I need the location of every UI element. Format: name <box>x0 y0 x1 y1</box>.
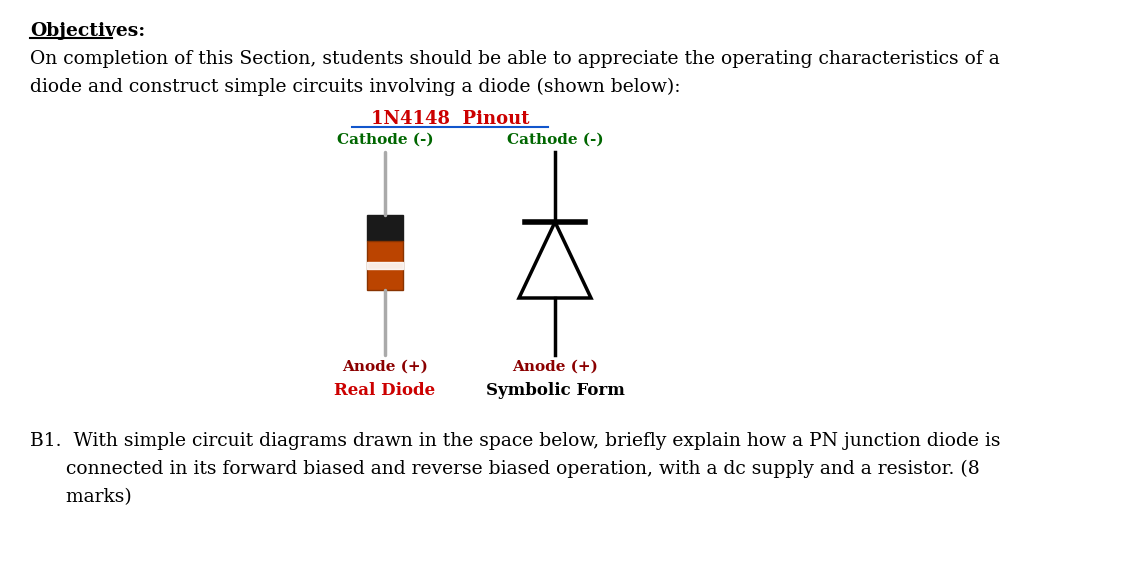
Bar <box>367 215 403 241</box>
Text: diode and construct simple circuits involving a diode (shown below):: diode and construct simple circuits invo… <box>30 78 680 96</box>
Text: connected in its forward biased and reverse biased operation, with a dc supply a: connected in its forward biased and reve… <box>30 460 980 478</box>
Text: marks): marks) <box>30 488 131 506</box>
Bar <box>367 241 403 290</box>
Text: B1.  With simple circuit diagrams drawn in the space below, briefly explain how : B1. With simple circuit diagrams drawn i… <box>30 432 1001 450</box>
Text: 1N4148  Pinout: 1N4148 Pinout <box>371 110 529 128</box>
Text: Real Diode: Real Diode <box>334 382 436 399</box>
Text: Cathode (-): Cathode (-) <box>337 133 434 147</box>
Text: On completion of this Section, students should be able to appreciate the operati: On completion of this Section, students … <box>30 50 1000 68</box>
Text: Anode (+): Anode (+) <box>512 360 598 374</box>
Text: Symbolic Form: Symbolic Form <box>486 382 624 399</box>
Text: Cathode (-): Cathode (-) <box>507 133 604 147</box>
Text: Objectives:: Objectives: <box>30 22 145 40</box>
Text: Anode (+): Anode (+) <box>342 360 428 374</box>
